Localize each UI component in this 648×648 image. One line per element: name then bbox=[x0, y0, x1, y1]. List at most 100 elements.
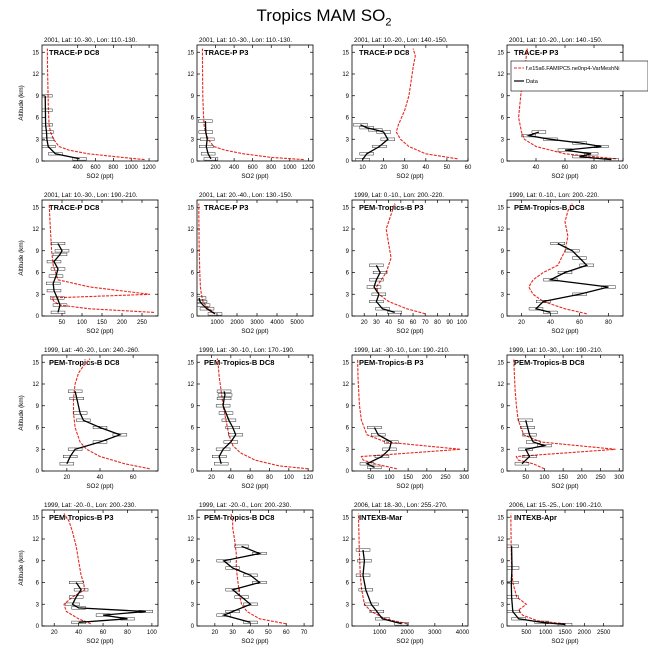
obs-error-bar bbox=[48, 152, 63, 156]
y-tick-label: 15 bbox=[32, 205, 39, 211]
panel-frame bbox=[196, 509, 314, 627]
y-tick-label: 0 bbox=[346, 469, 350, 475]
obs-error-bar bbox=[543, 137, 558, 141]
panel-header: 2001, Lat: 10.-20., Lon: 140.-150. bbox=[509, 37, 603, 44]
model-profile-line bbox=[46, 48, 145, 161]
campaign-label: PEM-Tropics-B DC8 bbox=[204, 358, 274, 367]
obs-profile-line bbox=[52, 243, 63, 313]
panel-header: 1999, Lat: 0.-10., Lon: 200.-220. bbox=[354, 192, 444, 199]
y-tick-label: 15 bbox=[497, 515, 504, 521]
obs-error-bar bbox=[528, 307, 544, 311]
obs-error-bar bbox=[557, 271, 573, 275]
obs-error-bar bbox=[375, 617, 390, 621]
obs-error-bar bbox=[543, 278, 558, 282]
y-tick-label: 9 bbox=[36, 559, 40, 565]
model-profile-line bbox=[395, 48, 458, 160]
x-tick-label: 50 bbox=[444, 165, 451, 171]
obs-error-bar bbox=[534, 620, 549, 624]
x-tick-label: 1000 bbox=[283, 165, 297, 171]
x-tick-label: 3000 bbox=[428, 630, 442, 636]
obs-profile-line bbox=[204, 121, 212, 160]
x-axis-label: SO2 (ppt) bbox=[396, 483, 423, 490]
obs-error-bar bbox=[69, 581, 84, 585]
x-tick-label: 2000 bbox=[230, 320, 244, 326]
obs-error-bar bbox=[543, 310, 558, 314]
y-tick-label: 12 bbox=[187, 382, 194, 388]
y-tick-label: 9 bbox=[501, 404, 505, 410]
x-tick-label: 600 bbox=[91, 165, 102, 171]
x-tick-label: 200 bbox=[422, 475, 433, 481]
obs-error-bar bbox=[601, 285, 616, 289]
x-tick-label: 500 bbox=[521, 630, 532, 636]
model-profile-line bbox=[48, 203, 155, 313]
y-tick-label: 15 bbox=[342, 50, 349, 56]
x-tick-label: 200 bbox=[211, 165, 222, 171]
y-tick-label: 9 bbox=[191, 94, 195, 100]
x-tick-label: 100 bbox=[147, 630, 158, 636]
panel-1: 2001, Lat: 10.-30., Lon: 110.-130. TRACE-… bbox=[18, 37, 159, 180]
x-tick-label: 60 bbox=[130, 475, 137, 481]
obs-error-bar bbox=[243, 573, 258, 577]
plot-area bbox=[528, 203, 616, 315]
model-profile-line bbox=[63, 513, 92, 625]
y-tick-label: 9 bbox=[346, 249, 350, 255]
y-tick-label: 3 bbox=[501, 292, 505, 298]
y-tick-label: 6 bbox=[501, 581, 505, 587]
plot-area bbox=[355, 513, 409, 626]
panel-9: 1999, Lat: -40.-20., Lon: 240.-260. PEM-T… bbox=[18, 347, 159, 490]
panel-frame bbox=[506, 199, 624, 317]
y-tick-label: 15 bbox=[187, 50, 194, 56]
panel-6: 2001, Lat: 20.-40., Lon: 130.-150. TRACE-… bbox=[187, 192, 314, 335]
plot-area bbox=[216, 513, 287, 625]
y-tick-label: 0 bbox=[501, 469, 505, 475]
y-tick-label: 0 bbox=[36, 469, 40, 475]
campaign-label: PEM-Tropics-B DC8 bbox=[514, 358, 584, 367]
obs-error-bar bbox=[557, 623, 573, 626]
y-tick-label: 9 bbox=[191, 249, 195, 255]
panel-header: 2006, Lat: 15.-25., Lon: 190.-210. bbox=[509, 502, 603, 509]
obs-error-bar bbox=[112, 433, 128, 437]
panel-header: 2001, Lat: 10.-30., Lon: 110.-130. bbox=[199, 37, 292, 44]
panel-5: 2001, Lat: 10.-30., Lon: 190.-210. TRACE-… bbox=[18, 192, 159, 335]
x-tick-label: 30 bbox=[401, 165, 408, 171]
panel-frame bbox=[41, 354, 159, 472]
y-tick-label: 6 bbox=[346, 581, 350, 587]
obs-error-bar bbox=[514, 462, 530, 466]
x-tick-label: 100 bbox=[384, 475, 395, 481]
legend-obs-label: Data bbox=[526, 79, 539, 85]
x-tick-label: 4000 bbox=[456, 630, 470, 636]
obs-error-bar bbox=[367, 465, 382, 469]
obs-error-bar bbox=[73, 588, 89, 592]
y-tick-label: 3 bbox=[501, 447, 505, 453]
plot-area bbox=[46, 203, 155, 314]
panel-15: 2006, Lat: 18.-30., Lon: 255.-270. INTEXB… bbox=[342, 502, 469, 645]
x-axis-label: SO2 (ppt) bbox=[551, 638, 578, 645]
y-tick-label: 9 bbox=[36, 404, 40, 410]
campaign-label: PEM-Tropics-B P3 bbox=[359, 203, 424, 212]
campaign-label: TRACE-P P3 bbox=[204, 203, 248, 212]
y-tick-label: 9 bbox=[501, 94, 505, 100]
y-tick-label: 12 bbox=[32, 537, 39, 543]
x-tick-label: 250 bbox=[596, 475, 607, 481]
legend-box bbox=[510, 60, 648, 92]
y-tick-label: 0 bbox=[346, 159, 350, 165]
x-tick-label: 60 bbox=[465, 165, 472, 171]
panel-header: 2001, Lat: 10.-30., Lon: 110.-130. bbox=[44, 37, 137, 44]
x-tick-label: 1000 bbox=[210, 320, 224, 326]
x-tick-label: 40 bbox=[547, 320, 554, 326]
y-tick-label: 12 bbox=[342, 227, 349, 233]
y-tick-label: 15 bbox=[497, 50, 504, 56]
x-tick-label: 150 bbox=[97, 320, 108, 326]
model-profile-line bbox=[357, 513, 408, 625]
y-tick-label: 3 bbox=[36, 292, 40, 298]
y-tick-label: 15 bbox=[32, 515, 39, 521]
x-tick-label: 40 bbox=[533, 165, 540, 171]
y-tick-label: 15 bbox=[497, 205, 504, 211]
x-tick-label: 60 bbox=[576, 320, 583, 326]
obs-error-bar bbox=[572, 155, 587, 159]
plot-area bbox=[353, 48, 458, 161]
y-tick-label: 0 bbox=[36, 314, 40, 320]
x-tick-label: 20 bbox=[208, 475, 215, 481]
x-tick-label: 30 bbox=[373, 320, 380, 326]
y-tick-label: 6 bbox=[36, 581, 40, 587]
